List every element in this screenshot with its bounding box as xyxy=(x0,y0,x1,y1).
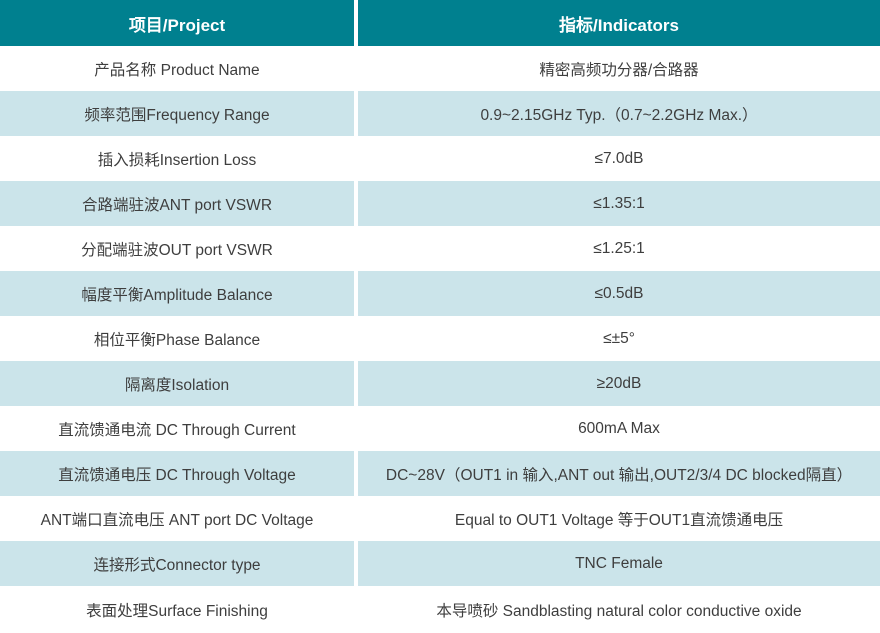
table-row: 连接形式Connector type TNC Female xyxy=(0,541,880,586)
project-cell: 产品名称 Product Name xyxy=(0,46,354,91)
indicator-cell: ≤1.35:1 xyxy=(358,181,880,226)
table-row: 直流馈通电压 DC Through Voltage DC~28V（OUT1 in… xyxy=(0,451,880,496)
table-row: 幅度平衡Amplitude Balance ≤0.5dB xyxy=(0,271,880,316)
table-row: 表面处理Surface Finishing 本导喷砂 Sandblasting … xyxy=(0,586,880,633)
project-cell: 分配端驻波OUT port VSWR xyxy=(0,226,354,271)
project-cell: 直流馈通电流 DC Through Current xyxy=(0,406,354,451)
indicator-cell: Equal to OUT1 Voltage 等于OUT1直流馈通电压 xyxy=(358,496,880,541)
indicator-cell: ≥20dB xyxy=(358,361,880,406)
indicator-cell: 0.9~2.15GHz Typ.（0.7~2.2GHz Max.） xyxy=(358,91,880,136)
project-cell: 相位平衡Phase Balance xyxy=(0,316,354,361)
indicator-cell: ≤±5° xyxy=(358,316,880,361)
project-cell: 插入损耗Insertion Loss xyxy=(0,136,354,181)
indicator-cell: DC~28V（OUT1 in 输入,ANT out 输出,OUT2/3/4 DC… xyxy=(358,451,880,496)
indicator-cell: 本导喷砂 Sandblasting natural color conducti… xyxy=(358,586,880,633)
table-row: 直流馈通电流 DC Through Current 600mA Max xyxy=(0,406,880,451)
project-cell: ANT端口直流电压 ANT port DC Voltage xyxy=(0,496,354,541)
indicator-cell: 精密高频功分器/合路器 xyxy=(358,46,880,91)
project-cell: 直流馈通电压 DC Through Voltage xyxy=(0,451,354,496)
table-row: ANT端口直流电压 ANT port DC Voltage Equal to O… xyxy=(0,496,880,541)
project-cell: 频率范围Frequency Range xyxy=(0,91,354,136)
indicator-cell: TNC Female xyxy=(358,541,880,586)
table-header-row: 项目/Project 指标/Indicators xyxy=(0,0,880,46)
table-row: 插入损耗Insertion Loss ≤7.0dB xyxy=(0,136,880,181)
indicator-cell: ≤1.25:1 xyxy=(358,226,880,271)
table-row: 合路端驻波ANT port VSWR ≤1.35:1 xyxy=(0,181,880,226)
table-row: 相位平衡Phase Balance ≤±5° xyxy=(0,316,880,361)
table-row: 频率范围Frequency Range 0.9~2.15GHz Typ.（0.7… xyxy=(0,91,880,136)
project-cell: 合路端驻波ANT port VSWR xyxy=(0,181,354,226)
table-body: 产品名称 Product Name 精密高频功分器/合路器 频率范围Freque… xyxy=(0,46,880,633)
header-cell-indicators: 指标/Indicators xyxy=(358,0,880,46)
indicator-cell: ≤7.0dB xyxy=(358,136,880,181)
header-cell-project: 项目/Project xyxy=(0,0,354,46)
table-row: 分配端驻波OUT port VSWR ≤1.25:1 xyxy=(0,226,880,271)
indicator-cell: ≤0.5dB xyxy=(358,271,880,316)
project-cell: 幅度平衡Amplitude Balance xyxy=(0,271,354,316)
project-cell: 隔离度Isolation xyxy=(0,361,354,406)
table-row: 产品名称 Product Name 精密高频功分器/合路器 xyxy=(0,46,880,91)
table-row: 隔离度Isolation ≥20dB xyxy=(0,361,880,406)
indicator-cell: 600mA Max xyxy=(358,406,880,451)
project-cell: 表面处理Surface Finishing xyxy=(0,586,354,633)
project-cell: 连接形式Connector type xyxy=(0,541,354,586)
